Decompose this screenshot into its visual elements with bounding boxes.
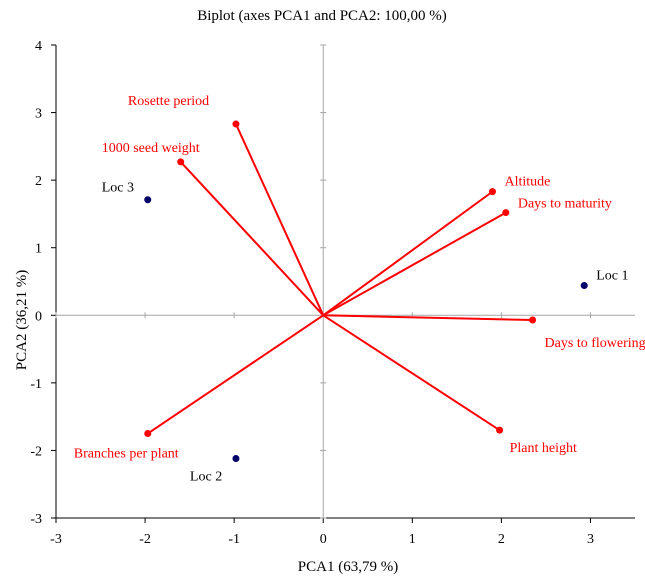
x-tick-label: -3 [50, 532, 62, 547]
point-loc-2 [232, 455, 240, 463]
variable-label-altitude: Altitude [504, 175, 550, 190]
vector-rosette-period [235, 123, 325, 316]
vector-1000-seed-weight [179, 161, 324, 316]
y-axis-title: PCA2 (36,21 %) [14, 270, 30, 370]
point-labels: Rosette period 1000 seed weight Altitude Da… [74, 94, 645, 484]
x-tick-label: 0 [320, 532, 327, 547]
point-loc-3 [144, 196, 152, 204]
variable-label-days-to-flowering: Days to flowering [545, 336, 645, 351]
observation-points [144, 196, 588, 463]
x-tick-label: -2 [139, 532, 151, 547]
vector-tip-days-to-flowering [529, 316, 537, 324]
vector-altitude [322, 190, 494, 317]
variable-label-rosette-period: Rosette period [128, 94, 209, 109]
x-tick-label: 2 [498, 532, 505, 547]
y-tick-label: 2 [35, 174, 42, 189]
x-tick-label: 3 [587, 532, 594, 547]
variable-label-branches-per-plant: Branches per plant [74, 447, 179, 462]
variable-label-days-to-maturity: Days to maturity [518, 197, 612, 212]
variable-label-plant-height: Plant height [510, 441, 577, 456]
chart-title: Biplot (axes PCA1 and PCA2: 100,00 %) [197, 8, 447, 24]
vector-tip-1000-seed-weight [177, 158, 185, 166]
vector-days-to-maturity [322, 211, 507, 317]
y-tick-label: 0 [35, 309, 42, 324]
axes-layer: -3 -2 -1 0 1 2 3 -3 -2 -1 0 1 2 3 4 [30, 39, 635, 547]
point-label-loc-3: Loc 3 [102, 181, 134, 196]
vector-tip-plant-height [496, 426, 504, 434]
x-tick-label: -1 [228, 532, 240, 547]
point-label-loc-2: Loc 2 [190, 470, 222, 485]
y-tick-label: 1 [35, 242, 42, 257]
variable-label-1000-seed-weight: 1000 seed weight [102, 141, 200, 156]
y-tick-label: 4 [35, 39, 42, 54]
vector-plant-height [322, 314, 501, 431]
vector-tip-rosette-period [232, 120, 240, 128]
point-label-loc-1: Loc 1 [596, 269, 628, 284]
x-axis-title: PCA1 (63,79 %) [298, 559, 398, 575]
y-tick-label: -1 [30, 377, 42, 392]
y-tick-label: -2 [30, 444, 42, 459]
point-loc-1 [580, 282, 588, 290]
vector-tip-branches-per-plant [144, 430, 152, 438]
y-tick-label: -3 [30, 512, 42, 527]
x-tick-label: 1 [409, 532, 416, 547]
y-tick-label: 3 [35, 107, 42, 122]
vector-branches-per-plant [147, 314, 324, 435]
vector-tip-days-to-maturity [502, 209, 510, 217]
vector-tip-altitude [488, 188, 496, 196]
variable-vectors [144, 120, 537, 438]
vector-days-to-flowering [323, 314, 533, 322]
